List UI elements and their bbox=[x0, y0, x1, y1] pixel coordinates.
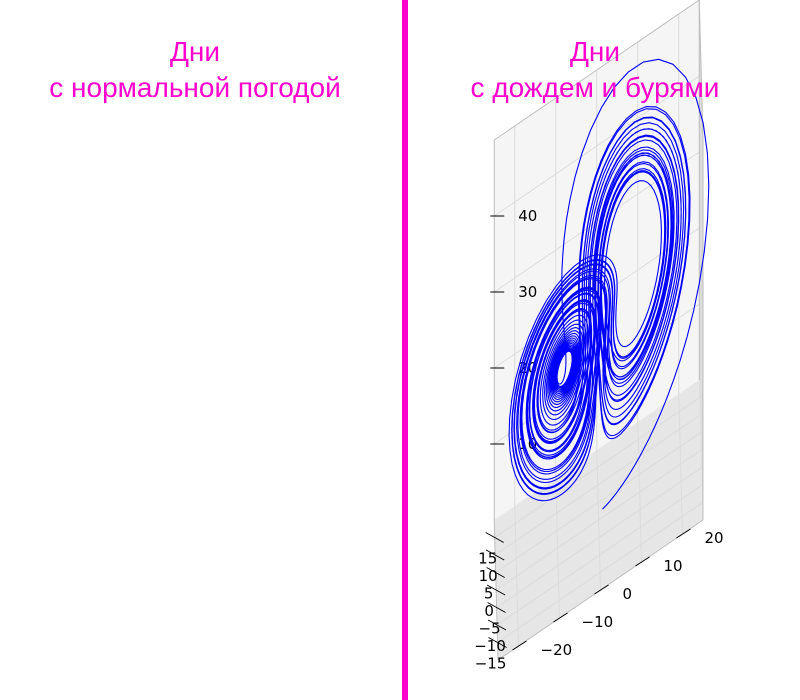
y-tick-label: −10 bbox=[582, 613, 614, 631]
tick-marks bbox=[485, 215, 691, 651]
x-tick-label: 10 bbox=[479, 567, 498, 585]
grid-line-y bbox=[678, 14, 683, 535]
x-tick bbox=[486, 584, 506, 596]
grid-line-y bbox=[555, 98, 560, 619]
grid-line-y bbox=[637, 42, 642, 563]
annotation-rain-storms: Дни с дождем и бурями bbox=[430, 34, 760, 106]
axis-edge bbox=[493, 0, 700, 141]
grid-line-y bbox=[514, 126, 519, 647]
lorenz-trajectory bbox=[508, 58, 710, 510]
x-tick bbox=[488, 637, 507, 648]
x-tick-label: 5 bbox=[484, 585, 494, 603]
y-tick bbox=[635, 556, 650, 567]
x-tick-label: −10 bbox=[474, 637, 506, 655]
x-tick-label: −5 bbox=[479, 620, 501, 638]
y-tick-label: 0 bbox=[623, 585, 633, 603]
x-tick bbox=[485, 549, 505, 561]
z-tick-label: 30 bbox=[518, 283, 537, 301]
x-tick-label: 0 bbox=[484, 602, 494, 620]
y-tick bbox=[594, 584, 609, 595]
y-tick-label: 20 bbox=[705, 529, 724, 547]
annotation-rain-storms-line1: Дни bbox=[569, 36, 621, 67]
annotation-normal-weather-line1: Дни bbox=[169, 36, 221, 67]
y-tick bbox=[553, 612, 568, 623]
x-tick bbox=[487, 602, 506, 613]
annotation-normal-weather: Дни с нормальной погодой bbox=[20, 34, 370, 106]
trajectory-layer bbox=[508, 58, 710, 510]
x-tick-label: 15 bbox=[478, 550, 497, 568]
y-tick-label: 10 bbox=[664, 557, 683, 575]
annotation-rain-storms-line2: с дождем и бурями bbox=[470, 72, 720, 103]
y-tick-label: −20 bbox=[541, 641, 573, 659]
z-tick-label: 40 bbox=[518, 207, 537, 225]
x-tick bbox=[486, 567, 505, 578]
annotation-normal-weather-line2: с нормальной погодой bbox=[49, 72, 341, 103]
y-tick bbox=[512, 640, 527, 651]
x-tick bbox=[485, 532, 504, 543]
y-tick bbox=[676, 528, 691, 539]
axis-edge bbox=[698, 0, 704, 141]
x-tick-label: −15 bbox=[475, 655, 507, 673]
x-tick bbox=[487, 619, 507, 631]
